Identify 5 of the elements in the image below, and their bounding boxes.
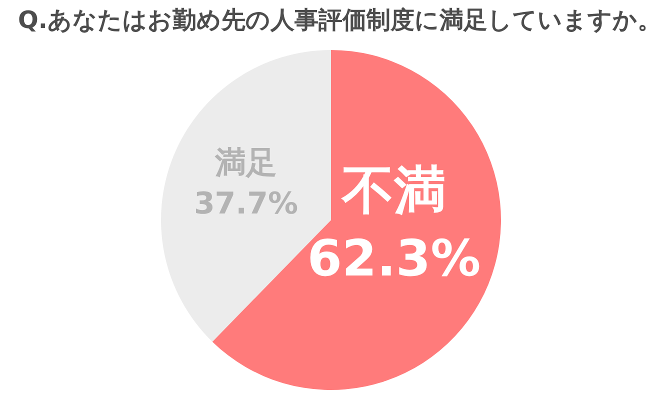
slice-label: 満足 xyxy=(214,145,277,182)
slice-label: 不満 xyxy=(340,161,446,222)
data-label: 62.3% xyxy=(307,230,481,288)
data-label: 37.7% xyxy=(194,186,298,222)
chart-title: Q.あなたはお勤め先の人事評価制度に満足していますか。 xyxy=(17,5,662,36)
